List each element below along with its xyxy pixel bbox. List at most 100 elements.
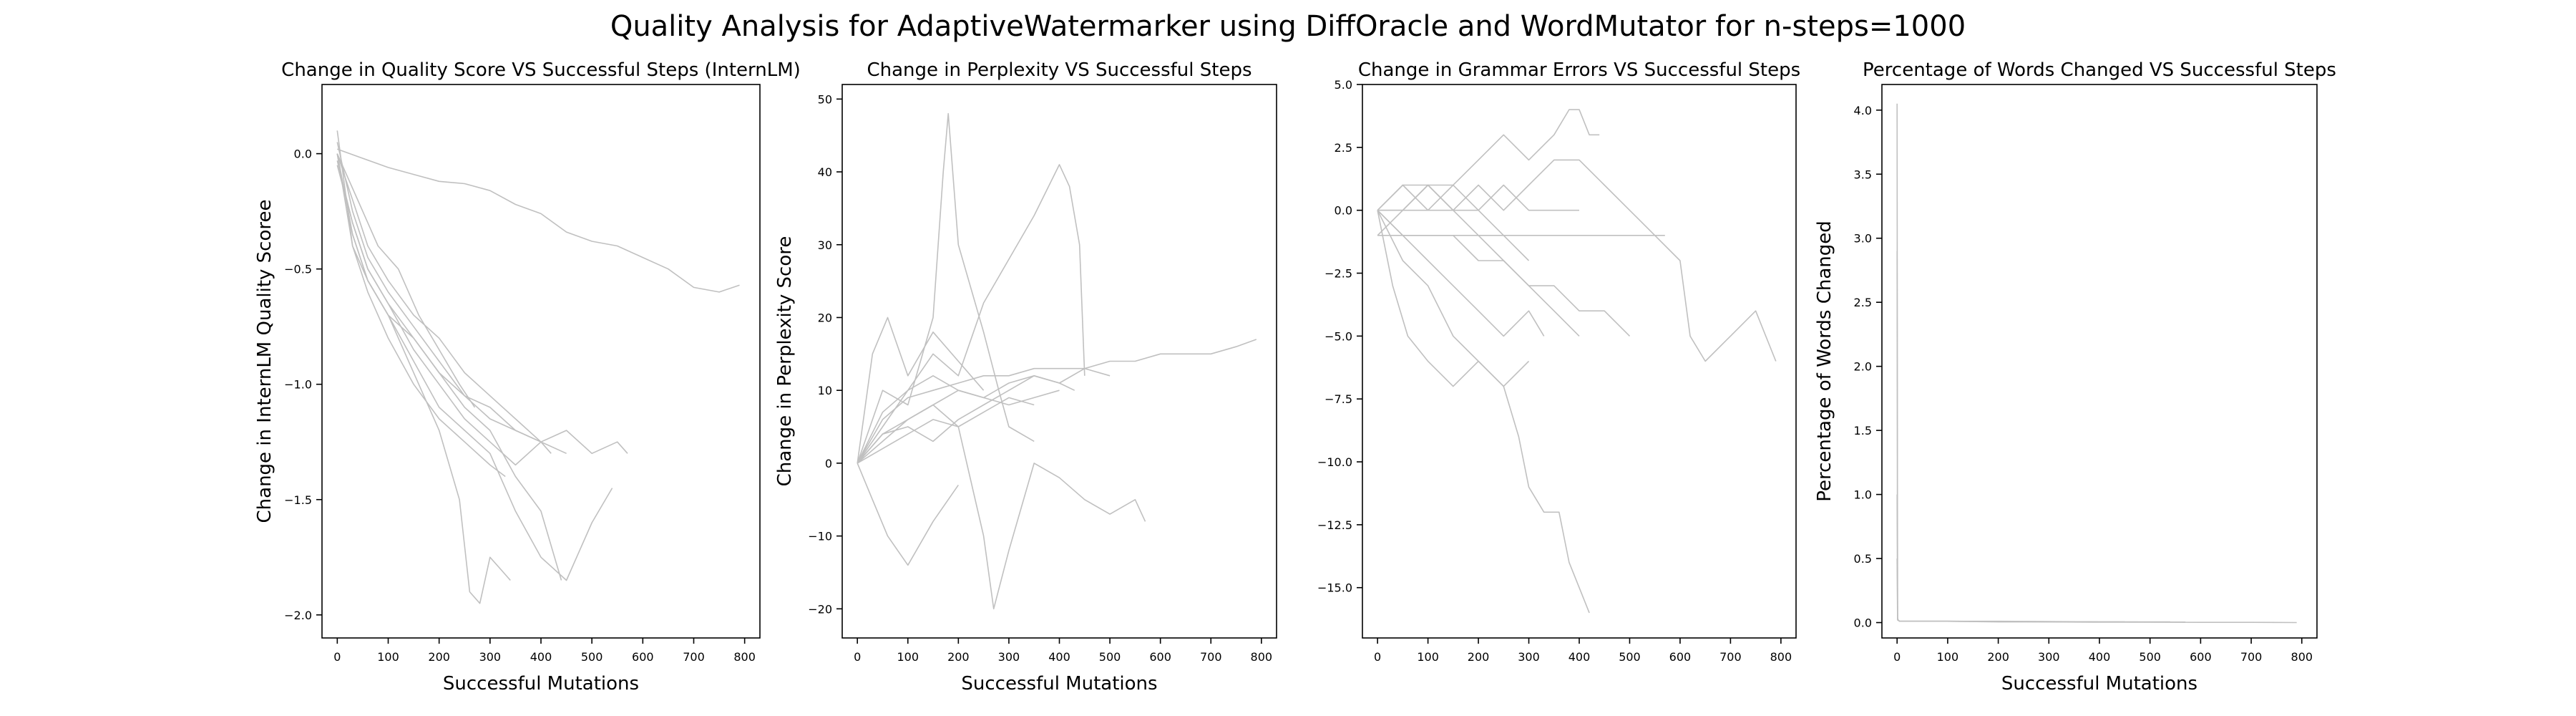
series-line: [1896, 251, 2186, 623]
y-tick-label: −0.5: [284, 263, 312, 276]
x-tick-label: 100: [1417, 650, 1439, 664]
x-tick-label: 800: [2291, 650, 2313, 664]
y-tick-label: 3.5: [1854, 168, 1872, 181]
series-line: [1896, 558, 2171, 623]
x-tick-label: 700: [1719, 650, 1742, 664]
x-tick-label: 0: [333, 650, 341, 664]
series-line: [336, 142, 628, 455]
axes-frame: [841, 84, 1277, 639]
series-line: [857, 339, 1257, 464]
subplot-words-changed: 0 100 200 300 400 500 600 700 800 0.0 0.5 1.0 1.5 2.0…: [1814, 59, 2336, 695]
series-line: [336, 165, 562, 581]
subplot-grammar-errors: 0 100 200 300 400 500 600 700 800 −15.0 −12.5 −10.0…: [1317, 59, 1800, 664]
series-line: [1896, 494, 2125, 623]
x-tick-label: 0: [1374, 650, 1381, 664]
y-tick-label: 4.0: [1854, 104, 1872, 117]
x-tick-label: 600: [1149, 650, 1171, 664]
x-axis-label: Successful Mutations: [443, 673, 639, 695]
x-tick-label: 700: [1200, 650, 1222, 664]
y-axis-label: Change in Perplexity Score: [774, 236, 796, 487]
series-line: [336, 153, 613, 581]
x-tick-label: 500: [2139, 650, 2161, 664]
y-tick-label: 50: [818, 92, 832, 106]
series-line: [857, 374, 1075, 464]
x-tick-label: 200: [428, 650, 450, 664]
series-line: [857, 390, 1060, 464]
x-tick-label: 400: [530, 650, 552, 664]
subplot-title: Change in Perplexity VS Successful Steps: [867, 59, 1252, 81]
axes-frame: [1881, 84, 2318, 639]
y-tick-label: 0.5: [1854, 552, 1872, 566]
x-tick-label: 0: [1893, 650, 1901, 664]
x-tick-label: 400: [1568, 650, 1591, 664]
x-tick-label: 400: [2089, 650, 2111, 664]
series-line: [1377, 210, 1545, 337]
subplot-quality-score: 0 100 200 300 400 500 600 700 800 −2.0 −1.5 −1.0 −0.…: [254, 59, 801, 695]
y-axis-label: Percentage of Words Changed: [1814, 221, 1835, 502]
y-tick-label: −5.0: [1324, 329, 1352, 343]
y-tick-label: −20: [808, 602, 832, 616]
x-tick-label: 500: [1619, 650, 1641, 664]
series-line: [857, 463, 959, 566]
x-tick-label: 200: [947, 650, 970, 664]
x-axis-label: Successful Mutations: [2001, 673, 2197, 695]
series-line: [1377, 184, 1530, 261]
y-tick-label: −2.5: [1324, 267, 1352, 281]
x-tick-label: 300: [998, 650, 1020, 664]
x-tick-label: 800: [1251, 650, 1273, 664]
y-tick-label: −2.0: [284, 609, 312, 622]
series-group: [1377, 109, 1777, 614]
x-tick-label: 400: [1048, 650, 1070, 664]
figure-title: Quality Analysis for AdaptiveWatermarker…: [610, 10, 1966, 43]
x-tick-label: 800: [733, 650, 756, 664]
y-tick-label: 3.0: [1854, 232, 1872, 246]
series-line: [1377, 210, 1590, 614]
y-tick-label: 0.0: [1854, 616, 1872, 630]
subplot-title: Change in Grammar Errors VS Successful S…: [1358, 59, 1800, 81]
y-tick-label: −10.0: [1317, 455, 1352, 469]
series-group: [857, 112, 1257, 610]
series-line: [1377, 209, 1580, 337]
x-tick-label: 100: [377, 650, 399, 664]
x-tick-label: 300: [1518, 650, 1540, 664]
x-tick-label: 700: [2240, 650, 2263, 664]
y-tick-label: 0.0: [294, 147, 312, 161]
series-line: [336, 160, 552, 466]
x-tick-label: 600: [1669, 650, 1692, 664]
series-line: [857, 164, 1085, 464]
series-line: [336, 153, 567, 455]
x-tick-label: 200: [1468, 650, 1490, 664]
y-tick-label: 20: [818, 311, 832, 324]
x-tick-label: 0: [854, 650, 861, 664]
y-tick-label: 1.5: [1854, 424, 1872, 437]
x-tick-label: 200: [1987, 650, 2009, 664]
x-axis-label: Successful Mutations: [961, 673, 1157, 695]
series-line: [1896, 103, 2297, 624]
series-line: [1377, 184, 1579, 236]
series-line: [1377, 159, 1777, 362]
series-group: [336, 130, 740, 604]
x-tick-label: 300: [479, 650, 502, 664]
series-line: [857, 316, 985, 464]
y-tick-label: 2.5: [1854, 296, 1872, 309]
y-tick-label: −1.0: [284, 378, 312, 392]
series-line: [1377, 210, 1530, 387]
x-tick-label: 500: [1099, 650, 1121, 664]
x-tick-label: 100: [897, 650, 919, 664]
y-tick-label: 2.0: [1854, 360, 1872, 374]
series-group: [1896, 103, 2297, 624]
y-tick-label: 1.0: [1854, 488, 1872, 502]
subplot-title: Percentage of Words Changed VS Successfu…: [1863, 59, 2336, 81]
series-line: [857, 397, 1035, 464]
x-tick-label: 800: [1770, 650, 1792, 664]
series-line: [336, 130, 506, 478]
y-tick-label: 0: [825, 457, 832, 470]
y-tick-label: −7.5: [1324, 392, 1352, 406]
y-tick-label: 2.5: [1335, 141, 1352, 155]
y-tick-label: 5.0: [1335, 78, 1352, 92]
y-axis-label: Change in InternLM Quality Scoree: [254, 200, 275, 523]
x-tick-label: 500: [581, 650, 603, 664]
x-tick-label: 100: [1937, 650, 1959, 664]
y-tick-label: −12.5: [1317, 518, 1352, 532]
